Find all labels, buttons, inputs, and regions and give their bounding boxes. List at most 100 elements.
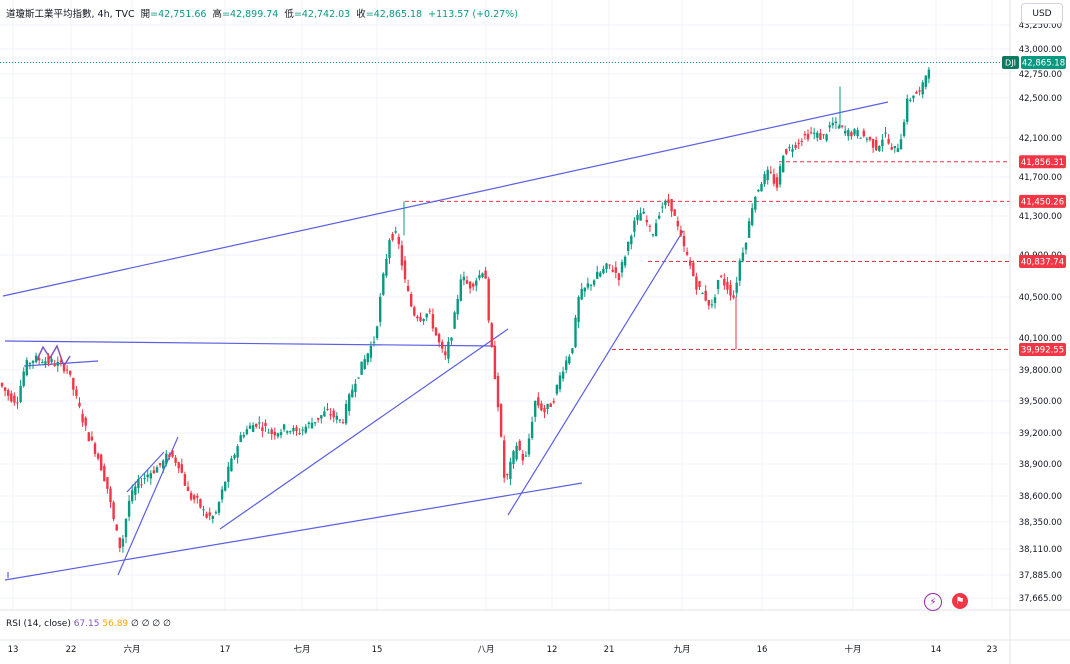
candle-body: [592, 280, 596, 285]
candle-body: [233, 454, 236, 459]
candle-body: [236, 446, 239, 458]
candle-body: [385, 258, 388, 276]
candle-body: [816, 132, 819, 138]
candle-body: [276, 433, 280, 437]
level-tag-label: 39,992.55: [1021, 346, 1064, 356]
candle-body: [431, 314, 435, 329]
candle-body: [561, 371, 565, 379]
candle-body: [134, 486, 137, 495]
trend-line: [4, 340, 496, 347]
candle-body: [853, 129, 856, 135]
candle-body: [258, 422, 261, 424]
candle-body: [589, 284, 593, 286]
candle-body: [527, 438, 531, 455]
candle-body: [416, 316, 419, 319]
candle-body: [912, 95, 915, 99]
candle-body: [65, 369, 69, 371]
candle-body: [25, 360, 28, 376]
candle-body: [459, 279, 462, 301]
chart-grid: [0, 0, 1010, 610]
level-tag-bg: [1019, 255, 1066, 269]
candle-body: [292, 428, 295, 432]
candle-body: [239, 435, 242, 442]
time-tick-label: 13: [8, 645, 19, 655]
candle-body: [723, 278, 726, 286]
trend-line: [126, 451, 165, 493]
lightning-icon[interactable]: ⚡: [924, 593, 942, 611]
candle-body: [75, 389, 78, 396]
candle-body: [633, 220, 636, 232]
candle-body: [670, 199, 673, 212]
candle-body: [707, 300, 710, 306]
candle-body: [413, 307, 416, 316]
candle-body: [924, 75, 927, 87]
candle-body: [828, 125, 831, 128]
level-tag-bg: [1019, 155, 1066, 169]
candle-body: [534, 400, 537, 417]
trend-line: [507, 230, 684, 516]
candle-body: [388, 240, 391, 259]
candle-body: [93, 443, 97, 454]
candle-body: [10, 393, 13, 402]
trend-line: [2, 101, 889, 297]
candle-body: [673, 209, 676, 216]
price-tick-label: 40,500.00: [1019, 293, 1062, 303]
open-value: =42,751.66: [150, 9, 207, 20]
chart-header: 道瓊斯工業平均指數, 4h, TVC 開=42,751.66 高=42,899.…: [6, 6, 518, 20]
candle-body: [214, 512, 218, 514]
price-tick-label: 38,600.00: [1019, 492, 1062, 502]
candle-body: [797, 142, 800, 144]
candle-body: [264, 422, 267, 427]
flag-icon[interactable]: ⚑: [952, 593, 968, 609]
candle-body: [78, 402, 81, 407]
symbol-title: 道瓊斯工業平均指數, 4h, TVC: [6, 9, 135, 20]
candle-body: [310, 422, 314, 429]
candle-body: [530, 421, 534, 438]
candle-body: [360, 361, 363, 375]
candle-body: [100, 454, 103, 471]
currency-button[interactable]: USD: [1021, 3, 1063, 24]
candle-body: [47, 356, 50, 364]
candle-body: [555, 384, 559, 394]
candle-body: [788, 147, 791, 149]
candle-body: [242, 434, 245, 437]
candle-body: [698, 281, 701, 288]
candle-body: [453, 312, 456, 329]
candle-body: [379, 296, 382, 322]
candle-body: [521, 453, 524, 461]
candle-body: [871, 139, 875, 148]
candle-body: [862, 130, 865, 137]
trend-line: [4, 482, 583, 581]
candle-body: [574, 317, 577, 348]
price-tick-label: 42,100.00: [1019, 134, 1062, 144]
close-value: =42,865.18: [365, 9, 423, 20]
candle-body: [217, 501, 221, 513]
candle-body: [834, 121, 838, 124]
trend-line: [219, 328, 509, 530]
candle-body: [741, 252, 745, 261]
candle-body: [298, 433, 301, 435]
candle-body: [341, 422, 345, 424]
candle-body: [124, 518, 128, 538]
candle-body: [658, 215, 661, 219]
candle-body: [499, 404, 503, 437]
candle-body: [50, 359, 53, 363]
candle-body: [267, 432, 270, 434]
candle-body: [667, 199, 670, 203]
price-tick-label: 38,110.00: [1019, 545, 1062, 555]
candle-body: [747, 221, 751, 238]
candle-body: [754, 196, 757, 210]
candle-body: [806, 133, 810, 140]
candle-body: [614, 267, 617, 273]
time-tick-label: 12: [547, 645, 558, 655]
candles: [0, 67, 931, 553]
candle-body: [131, 490, 134, 502]
candle-body: [304, 426, 307, 433]
candle-body: [295, 427, 298, 432]
candle-body: [744, 242, 748, 250]
candle-body: [785, 149, 788, 154]
price-tick-label: 43,250.00: [1019, 21, 1062, 31]
candle-body: [255, 423, 258, 427]
